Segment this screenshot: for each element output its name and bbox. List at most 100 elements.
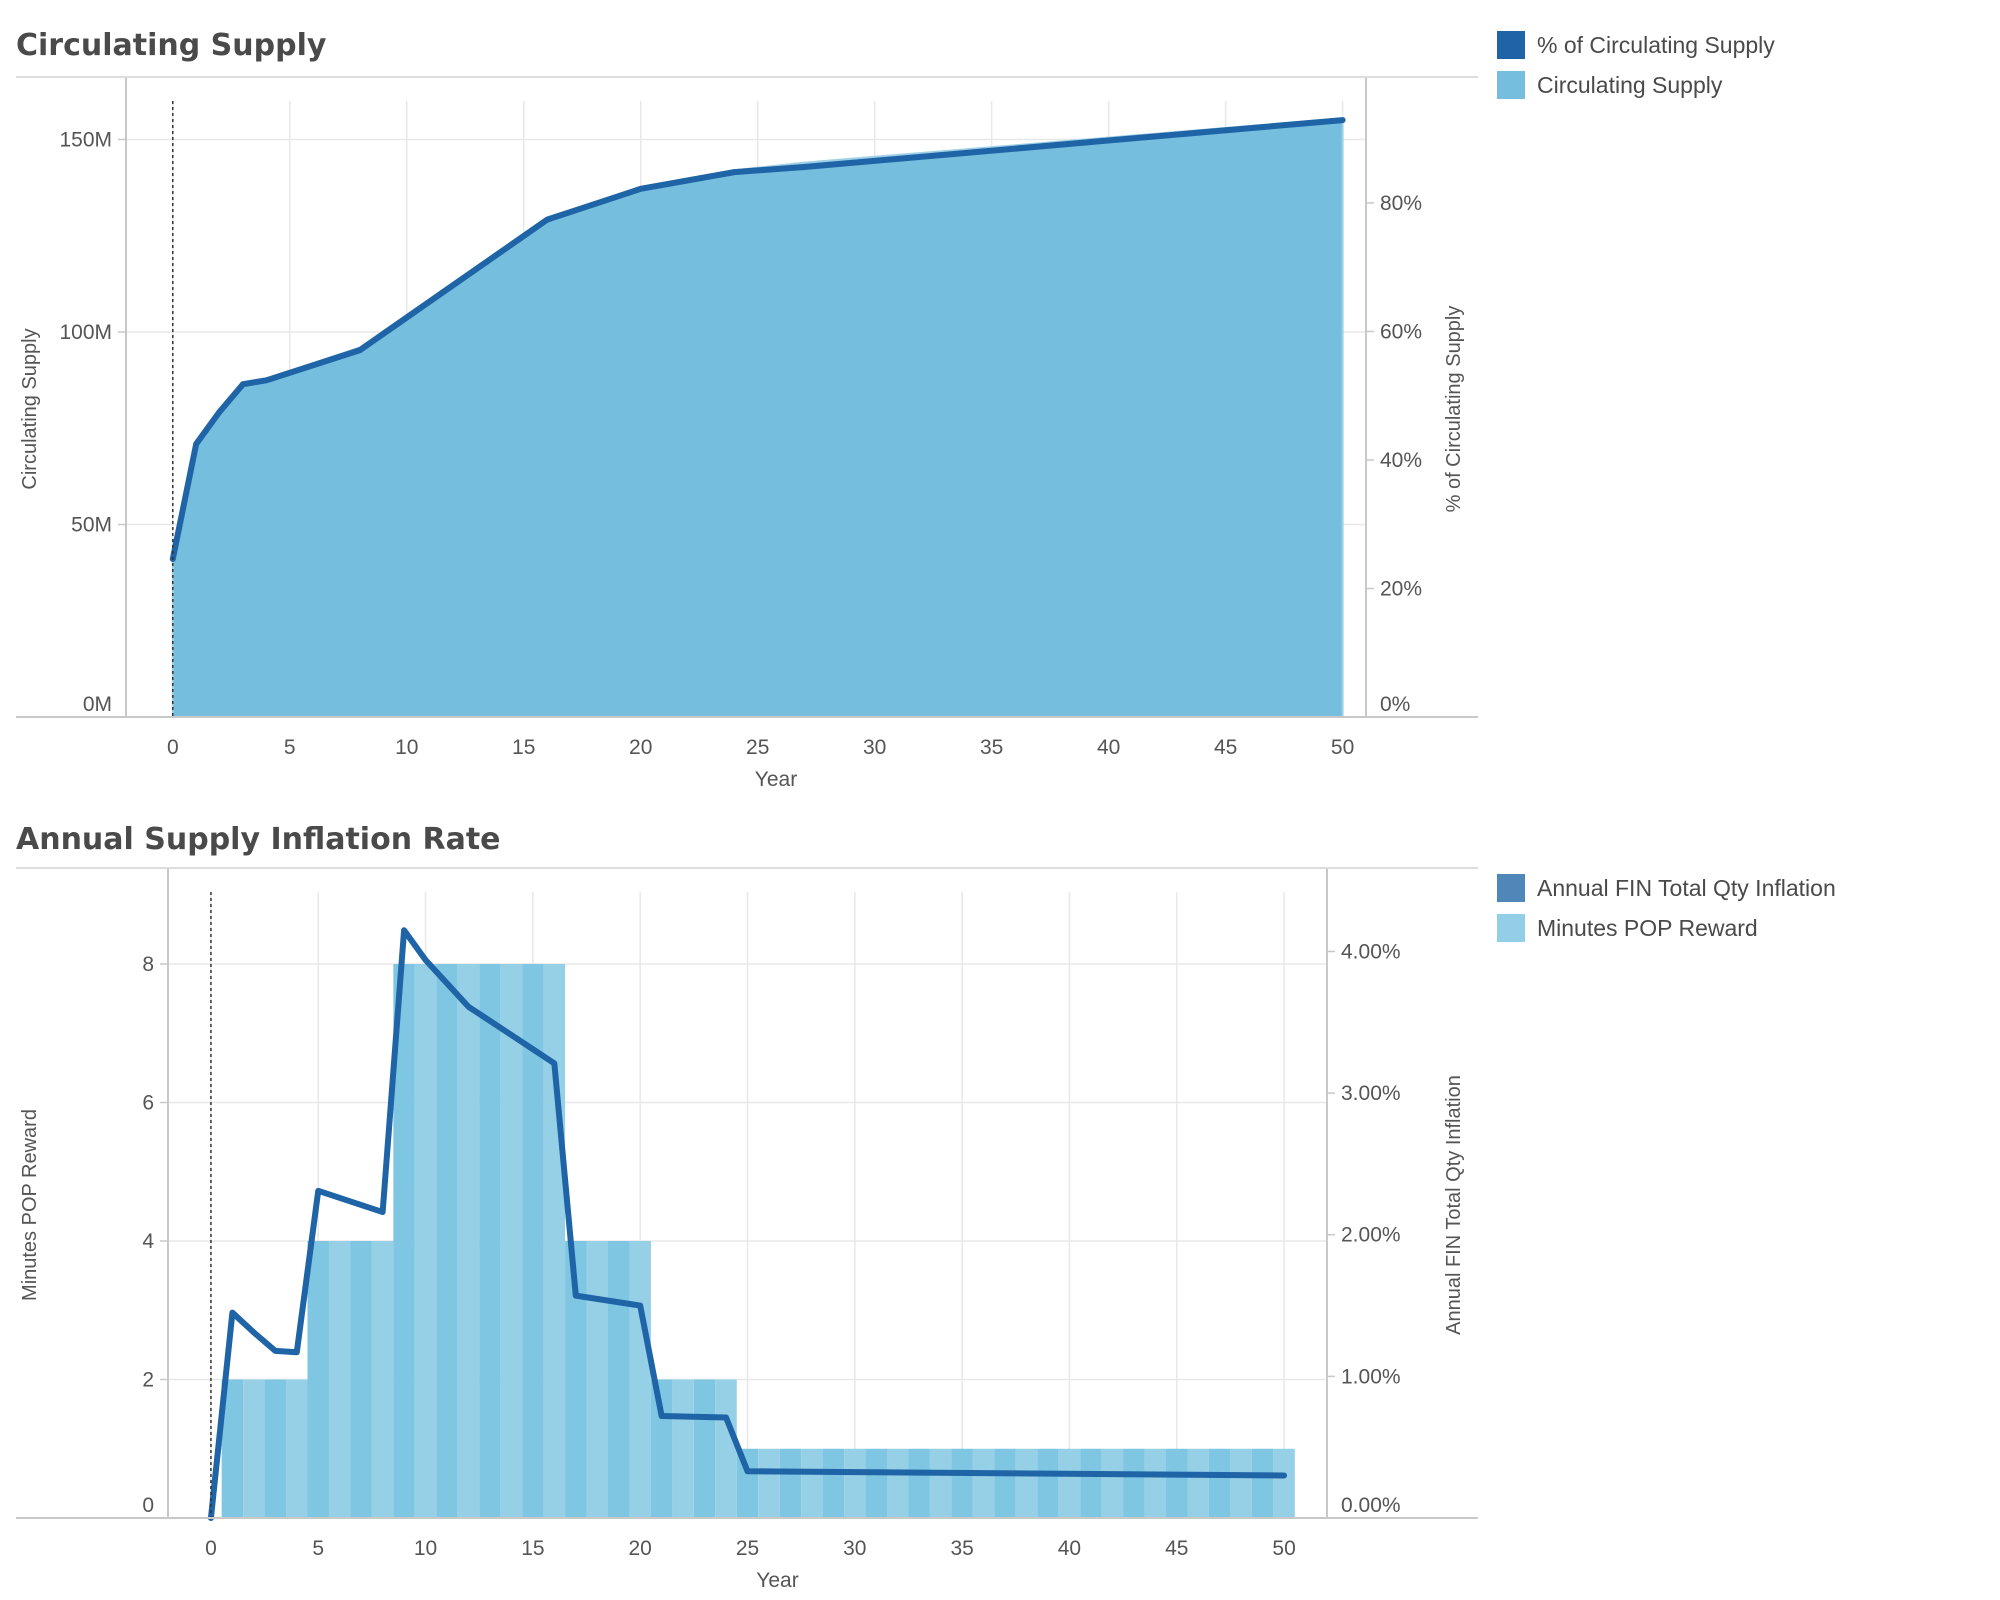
chart2-reward-bar xyxy=(393,964,415,1518)
chart2-x-tick-label: 15 xyxy=(521,1537,544,1560)
chart2-reward-bar xyxy=(565,1241,587,1518)
chart2-x-tick-label: 25 xyxy=(736,1537,759,1560)
legend-item-reward[interactable]: Minutes POP Reward xyxy=(1497,908,1836,948)
chart2-y-tick-label: 4 xyxy=(142,1230,154,1253)
chart2-y-axis-title: Minutes POP Reward xyxy=(19,1109,41,1301)
chart2-x-tick-label: 10 xyxy=(414,1537,437,1560)
legend-item-supply[interactable]: Circulating Supply xyxy=(1497,65,1775,105)
chart2-reward-bar xyxy=(865,1448,888,1518)
chart2-reward-bar xyxy=(994,1448,1016,1518)
chart2-y-tick-label: 2 xyxy=(142,1369,154,1392)
chart2-line-series xyxy=(207,927,1288,1521)
chart2-reward-bar xyxy=(1058,1448,1081,1518)
chart2-y2-tick-label: 3.00% xyxy=(1341,1082,1401,1105)
chart2-reward-bar xyxy=(1187,1448,1209,1518)
chart1-x-tick-label: 5 xyxy=(284,736,296,759)
legend-swatch-inflation xyxy=(1497,874,1525,902)
chart2-reward-bar xyxy=(1123,1448,1145,1518)
chart2-x-tick-label: 50 xyxy=(1272,1537,1295,1560)
chart2-reward-bar xyxy=(457,964,480,1518)
chart1-x-tick-label: 50 xyxy=(1331,736,1354,759)
chart2-x-tick-label: 5 xyxy=(312,1537,324,1560)
chart1-y2-tick-label: 60% xyxy=(1380,320,1422,343)
chart2-reward-bar xyxy=(543,964,566,1518)
chart2-y2-tick-label: 1.00% xyxy=(1341,1365,1401,1388)
legend-swatch-reward xyxy=(1497,914,1525,942)
chart1-x-tick-label: 45 xyxy=(1214,736,1237,759)
chart2-reward-bar xyxy=(908,1448,930,1518)
chart2-y-tick-label: 0 xyxy=(142,1494,154,1517)
chart1-x-tick-label: 10 xyxy=(395,736,418,759)
chart1-y2-tick-label: 20% xyxy=(1380,577,1422,600)
chart1-x-tick-label: 40 xyxy=(1097,736,1120,759)
chart2-reward-bar xyxy=(1273,1448,1295,1518)
chart1-x-tick-label: 30 xyxy=(863,736,886,759)
chart2-reward-bar xyxy=(822,1448,845,1518)
chart2-reward-bar xyxy=(1015,1448,1038,1518)
chart1-x-tick-label: 35 xyxy=(980,736,1003,759)
chart2-x-tick-label: 0 xyxy=(205,1537,217,1560)
chart1-line-series xyxy=(169,117,1346,562)
legend-label-reward: Minutes POP Reward xyxy=(1537,914,1758,941)
legend-label-inflation: Annual FIN Total Qty Inflation xyxy=(1537,874,1836,901)
legend-label-pct: % of Circulating Supply xyxy=(1537,31,1775,58)
chart2-y-tick-label: 6 xyxy=(142,1092,154,1115)
chart2-reward-bar xyxy=(1251,1448,1274,1518)
chart2-reward-bar xyxy=(693,1379,716,1518)
chart2-y2-tick-label: 4.00% xyxy=(1341,940,1401,963)
chart2-reward-bar xyxy=(801,1448,823,1518)
chart1-x-axis-title: Year xyxy=(755,768,797,791)
chart2-reward-bar xyxy=(972,1448,995,1518)
chart2-reward-bar xyxy=(479,964,501,1518)
chart2-reward-bar xyxy=(522,964,544,1518)
chart2-reward-bar xyxy=(371,1241,394,1518)
chart2-y-tick-label: 8 xyxy=(142,953,154,976)
chart2-reward-bar xyxy=(1230,1448,1252,1518)
chart2-reward-bar xyxy=(607,1241,630,1518)
chart2-reward-bar xyxy=(715,1379,737,1518)
chart2-title: Annual Supply Inflation Rate xyxy=(16,822,501,857)
chart2-x-tick-label: 40 xyxy=(1058,1537,1081,1560)
chart1-y-tick-label: 0M xyxy=(83,693,112,716)
chart1-y-axis-title: Circulating Supply xyxy=(19,328,41,489)
chart2-legend: Annual FIN Total Qty Inflation Minutes P… xyxy=(1497,868,1836,948)
chart2-reward-bar xyxy=(736,1448,759,1518)
chart2-x-tick-label: 45 xyxy=(1165,1537,1188,1560)
legend-item-pct[interactable]: % of Circulating Supply xyxy=(1497,25,1775,65)
chart1-y-tick-label: 100M xyxy=(59,321,112,344)
chart2-reward-bar xyxy=(1208,1448,1231,1518)
chart1-x-tick-label: 15 xyxy=(512,736,535,759)
chart1-x-tick-label: 25 xyxy=(746,736,769,759)
legend-swatch-supply xyxy=(1497,71,1525,99)
chart1-y2-tick-label: 40% xyxy=(1380,449,1422,472)
chart1-title: Circulating Supply xyxy=(16,28,327,63)
chart1-supply-area xyxy=(171,117,1344,718)
chart1-legend: % of Circulating Supply Circulating Supp… xyxy=(1497,25,1775,105)
chart2-reward-bar xyxy=(307,1241,329,1518)
chart2-reward-bar xyxy=(500,964,523,1518)
chart2-reward-bar xyxy=(264,1379,287,1518)
legend-item-inflation[interactable]: Annual FIN Total Qty Inflation xyxy=(1497,868,1836,908)
chart2-reward-bar xyxy=(758,1448,780,1518)
chart1-y2-axis-title: % of Circulating Supply xyxy=(1443,306,1465,513)
chart2-reward-bar xyxy=(887,1448,909,1518)
chart2-reward-bar xyxy=(929,1448,952,1518)
chart2-reward-bar xyxy=(629,1241,651,1518)
chart1-x-tick-label: 0 xyxy=(167,736,179,759)
chart2-reward-bar xyxy=(779,1448,802,1518)
chart2-reward-bar xyxy=(1166,1448,1188,1518)
chart2-x-axis-title: Year xyxy=(756,1569,798,1592)
chart1-y-tick-label: 50M xyxy=(71,514,112,537)
chart2-reward-bar xyxy=(328,1241,351,1518)
chart2-reward-bar xyxy=(844,1448,866,1518)
chart2-x-tick-label: 30 xyxy=(843,1537,866,1560)
chart2-y2-tick-label: 2.00% xyxy=(1341,1224,1401,1247)
chart2-y2-axis-title: Annual FIN Total Qty Inflation xyxy=(1443,1075,1465,1335)
legend-swatch-pct xyxy=(1497,31,1525,59)
chart2-reward-bar xyxy=(586,1241,608,1518)
chart2-x-tick-label: 20 xyxy=(629,1537,652,1560)
chart2-reward-bar xyxy=(1101,1448,1124,1518)
chart2-reward-bar xyxy=(672,1379,694,1518)
legend-label-supply: Circulating Supply xyxy=(1537,71,1723,98)
